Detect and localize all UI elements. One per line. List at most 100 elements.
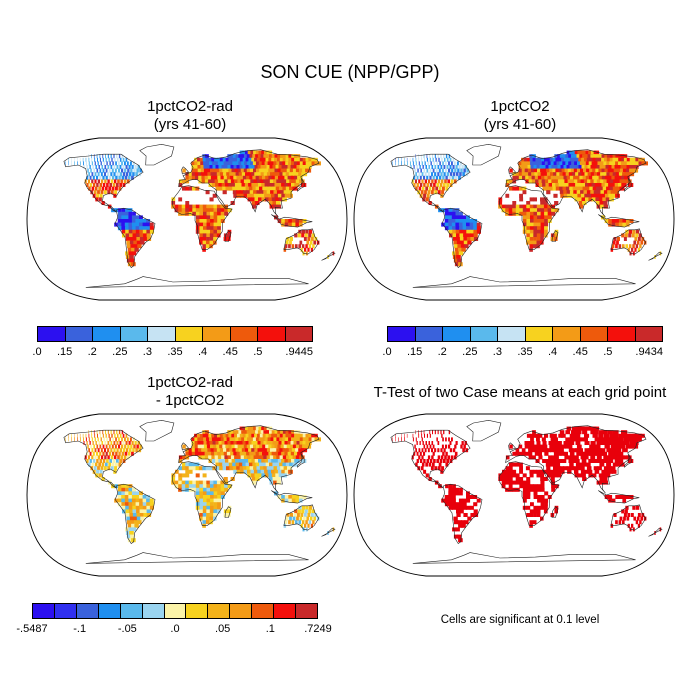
map-cell	[442, 161, 444, 166]
map-cell	[220, 437, 225, 442]
map-cell	[127, 523, 133, 528]
map-cell	[279, 455, 285, 460]
map-cell	[395, 161, 396, 166]
map-cell	[554, 201, 559, 205]
map-cell	[582, 186, 588, 191]
map-cell	[462, 219, 467, 223]
map-cell	[122, 448, 126, 453]
map-cell	[97, 437, 99, 442]
map-cell	[133, 520, 139, 525]
map-cell	[213, 172, 218, 177]
map-cell	[117, 491, 122, 496]
map-cell	[617, 237, 620, 241]
map-cell	[124, 495, 129, 499]
map-cell	[285, 516, 289, 521]
map-cell	[418, 161, 420, 166]
map-cell	[121, 484, 126, 489]
coastline-indonesia	[271, 490, 313, 504]
map-cell	[527, 165, 532, 169]
map-cell	[256, 168, 261, 173]
map-cell	[101, 165, 103, 169]
colorbar-swatch	[208, 604, 231, 618]
map-cell	[429, 459, 433, 463]
map-cell	[590, 430, 596, 435]
map-cell	[238, 430, 244, 435]
map-cell	[522, 484, 527, 489]
map-cell	[268, 175, 274, 180]
map-cell	[194, 172, 199, 177]
map-cell	[509, 179, 513, 184]
map-cell	[199, 505, 204, 510]
map-cell	[549, 168, 554, 173]
map-cell	[89, 183, 92, 187]
map-cell	[146, 237, 152, 241]
map-cell	[462, 226, 467, 231]
map-cell	[185, 473, 190, 478]
map-cell	[203, 165, 208, 169]
map-cell	[544, 211, 549, 216]
map-cell	[452, 487, 456, 492]
map-cell	[443, 154, 445, 159]
map-cell	[194, 165, 199, 169]
map-cell	[246, 190, 251, 195]
map-cell	[227, 484, 232, 489]
map-cell	[197, 165, 202, 169]
map-cell	[112, 437, 114, 442]
map-cell	[99, 430, 101, 435]
map-cell	[620, 441, 627, 445]
map-cell	[634, 247, 637, 252]
map-cell	[594, 469, 600, 474]
map-cell	[197, 444, 202, 449]
map-cell	[110, 179, 114, 184]
map-cell	[512, 473, 517, 478]
map-cell	[540, 229, 545, 234]
map-cell	[263, 455, 269, 460]
map-cell	[502, 469, 506, 474]
map-cell	[501, 208, 506, 213]
map-cell	[473, 495, 478, 499]
map-cell	[262, 157, 268, 162]
map-cell	[501, 204, 506, 209]
map-cell	[541, 175, 546, 180]
map-cell	[259, 190, 265, 195]
map-cell	[305, 168, 312, 173]
map-cell	[129, 509, 134, 514]
map-cell	[578, 448, 583, 453]
map-cell	[131, 523, 136, 528]
map-cell	[566, 150, 572, 155]
map-cell	[255, 201, 260, 205]
map-cell	[96, 444, 99, 449]
map-cell	[198, 455, 203, 460]
map-cell	[204, 175, 209, 180]
map-cell	[230, 165, 235, 169]
map-cell	[438, 157, 440, 162]
map-cell	[608, 469, 614, 474]
map-cell	[612, 433, 619, 438]
map-cell	[127, 451, 131, 456]
map-cell	[305, 441, 312, 445]
map-cell	[567, 168, 573, 173]
colorbar-swatch	[98, 604, 121, 618]
map-cell	[203, 441, 208, 445]
map-cell	[615, 219, 620, 223]
map-cell	[451, 437, 453, 442]
map-cell	[619, 455, 625, 460]
map-cell	[267, 183, 273, 187]
map-cell	[271, 459, 277, 463]
map-cell	[197, 441, 202, 445]
map-cell	[427, 161, 429, 166]
map-cell	[139, 513, 145, 517]
map-cell	[588, 473, 593, 478]
map-cell	[210, 448, 215, 453]
map-cell	[635, 437, 642, 442]
map-cell	[602, 197, 607, 202]
map-cell	[106, 161, 108, 166]
map-cell	[622, 495, 627, 499]
map-cell	[600, 161, 606, 166]
map-cell	[245, 157, 251, 162]
map-cell	[459, 229, 464, 234]
map-cell	[628, 229, 633, 234]
map-cell	[205, 190, 210, 195]
map-cell	[546, 469, 551, 474]
map-cell	[201, 175, 206, 180]
